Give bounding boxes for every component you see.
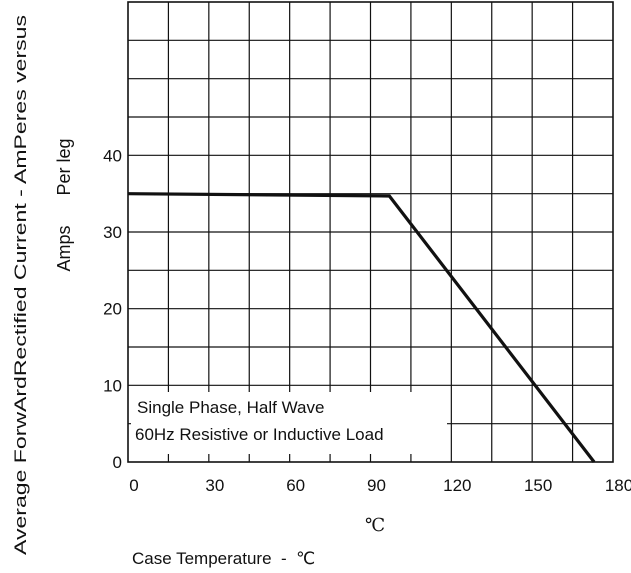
x-tick-label: 150	[524, 476, 552, 495]
y-tick-label: 20	[103, 300, 122, 319]
grid	[128, 2, 613, 462]
x-tick-label: 90	[367, 476, 386, 495]
x-axis-label: Case Temperature - ℃	[132, 549, 315, 568]
y-axis-label-line-1: Average ForwArdRectified Current - AmPer…	[11, 15, 30, 555]
y-tick-label: 10	[103, 376, 122, 395]
x-tick-label: 30	[205, 476, 224, 495]
y-tick-label: 30	[103, 223, 122, 242]
data-lines	[127, 192, 596, 463]
x-tick-label: 120	[443, 476, 471, 495]
y-tick-label: 40	[103, 146, 122, 165]
series-line-0	[127, 192, 596, 463]
y-tick-labels: 0 10 20 30 40	[103, 146, 122, 472]
x-tick-label: 0	[129, 476, 138, 495]
y-tick-label: 0	[113, 453, 122, 472]
y-axis-label-line-2: Amps Per leg	[54, 138, 74, 271]
x-tick-label: 60	[286, 476, 305, 495]
annotation-box	[131, 392, 447, 454]
annotation-line-1: Single Phase, Half Wave	[137, 398, 324, 417]
x-tick-labels: 0 30 60 90 120 150 180	[129, 476, 631, 495]
plot-frame	[127, 1, 614, 463]
plot-border	[127, 1, 614, 463]
unit-note: ℃	[365, 515, 385, 536]
annotation-line-2: 60Hz Resistive or Inductive Load	[135, 425, 384, 444]
x-tick-label: 180	[605, 476, 631, 495]
